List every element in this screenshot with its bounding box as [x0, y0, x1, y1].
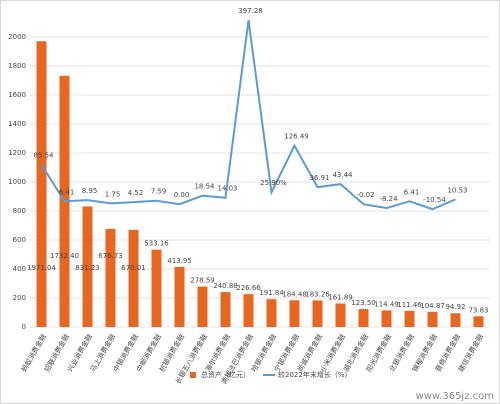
line-value-label: -10.54: [423, 196, 446, 204]
y-tick-label: 0: [22, 323, 26, 331]
bar-value-label: 240.88: [213, 282, 238, 290]
y-tick-label: 1400: [8, 120, 26, 128]
line-value-label: 8.95: [82, 187, 98, 195]
bar-value-label: 1971.04: [27, 264, 56, 272]
line-value-label: 6.41: [404, 188, 420, 196]
legend-swatch: [190, 372, 196, 378]
line-value-label: 18.54: [194, 183, 215, 191]
legend-label: 总资产（亿元）: [201, 370, 250, 379]
line-value-label: 43.44: [332, 171, 353, 179]
y-tick-label: 400: [13, 265, 26, 273]
bar-value-label: 161.89: [328, 294, 353, 302]
bar: [473, 316, 484, 327]
bar: [36, 41, 47, 328]
bar: [381, 310, 392, 327]
line-value-label: 14.03: [217, 185, 237, 193]
line-value-label: 6.41: [59, 188, 75, 196]
bar: [243, 294, 254, 327]
bar-value-label: 184.48: [282, 290, 307, 298]
bar-value-label: 94.92: [445, 303, 465, 311]
bar-value-label: 676.73: [98, 252, 123, 260]
bar: [404, 310, 415, 327]
bar: [174, 266, 185, 327]
y-tick-label: 1200: [8, 149, 26, 157]
bar-value-label: 670.01: [121, 264, 146, 272]
line-value-label: -8.24: [379, 195, 398, 203]
y-tick-label: 2000: [8, 33, 26, 41]
y-tick-label: 1800: [8, 62, 26, 70]
bar: [358, 309, 369, 327]
line-value-label: 36.91: [309, 174, 329, 182]
bar: [105, 228, 116, 327]
bar-value-label: 831.23: [75, 264, 100, 272]
y-tick-label: 800: [13, 207, 26, 215]
bar-value-label: 191.84: [259, 289, 284, 297]
bar: [312, 300, 323, 327]
bar: [220, 292, 231, 327]
bar-value-label: 1732.40: [50, 252, 79, 260]
bar-value-label: 183.26: [305, 290, 330, 298]
bar: [151, 249, 162, 327]
bar-value-label: 73.83: [468, 306, 488, 314]
line-value-label: 10.53: [447, 186, 467, 194]
legend-label: 较2022年末增长（%）: [278, 370, 351, 379]
y-tick-label: 200: [13, 294, 26, 302]
bar: [197, 286, 208, 327]
line-value-label: 85.54: [33, 152, 54, 160]
bar: [427, 311, 438, 327]
bar: [289, 300, 300, 327]
y-tick-label: 1600: [8, 91, 26, 99]
y-tick-label: 600: [13, 236, 26, 244]
bar-value-label: 533.16: [144, 240, 169, 248]
bar: [128, 229, 139, 327]
line-value-label: 126.49: [284, 133, 309, 141]
line: [40, 20, 456, 211]
bar: [82, 206, 93, 327]
bar: [450, 313, 461, 327]
bar-value-label: 111.46: [397, 301, 422, 309]
bar-value-label: 226.66: [236, 284, 261, 292]
watermark: www.365jz.com: [416, 391, 494, 402]
line-value-label: 7.59: [151, 188, 167, 196]
bar-value-label: 123.50: [351, 299, 376, 307]
y-tick-label: 1000: [8, 178, 26, 186]
line-value-label: 0.00: [174, 191, 190, 199]
bar-value-label: 104.87: [420, 302, 445, 310]
bar: [266, 299, 277, 327]
line-value-label: 25.90%: [260, 179, 287, 187]
line-value-label: 397.28: [238, 7, 263, 15]
bar-value-label: 114.49: [374, 300, 399, 308]
bar-value-label: 278.59: [190, 277, 215, 285]
line-value-label: 4.52: [128, 189, 144, 197]
line-value-label: -0.02: [356, 191, 374, 199]
bar: [335, 303, 346, 327]
line-value-label: 1.75: [105, 190, 121, 198]
bar-value-label: 413.95: [167, 257, 192, 265]
